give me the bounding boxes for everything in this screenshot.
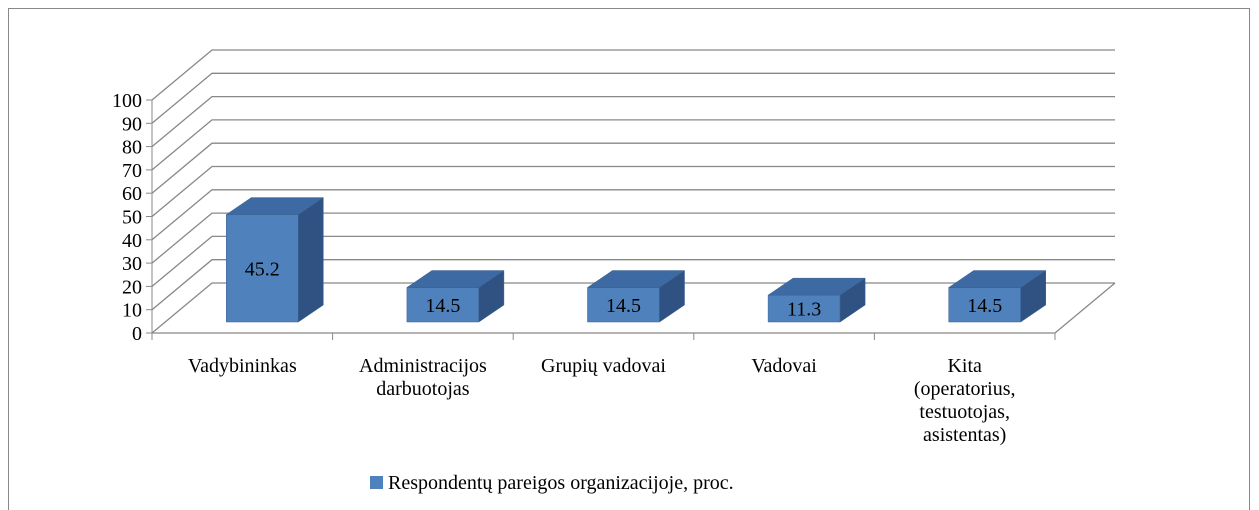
legend-label: Respondentų pareigos organizacijoje, pro…: [388, 472, 734, 494]
grid-line: [151, 95, 1115, 148]
y-tick-label: 20: [122, 276, 142, 298]
chart-border: [8, 8, 1250, 510]
y-tick-label: 60: [122, 183, 142, 205]
data-label: 14.5: [606, 295, 641, 317]
y-tick-label: 90: [122, 113, 142, 135]
bar-top: [406, 270, 505, 288]
grid-line: [151, 212, 1115, 264]
data-label: 14.5: [967, 295, 1002, 317]
bar: [947, 270, 1047, 323]
y-tick-label: 10: [122, 300, 142, 322]
x-tick-label: Kita (operatorius, testuotojas, asistentas): [914, 355, 1016, 446]
bar: [225, 197, 325, 323]
grid-line: [151, 165, 1115, 217]
data-label: 14.5: [425, 295, 460, 317]
bar: [767, 277, 866, 323]
bar-top: [947, 270, 1047, 288]
legend-swatch: [370, 476, 383, 489]
bar: [406, 270, 505, 323]
y-tick-label: 40: [122, 230, 142, 252]
data-label: 11.3: [787, 299, 821, 321]
y-tick-label: 50: [122, 207, 142, 229]
x-tick-label: Grupių vadovai: [541, 355, 666, 377]
bar: [586, 270, 686, 323]
grid-line: [151, 119, 1115, 171]
data-label: 45.2: [245, 258, 280, 280]
y-tick-label: 0: [132, 323, 142, 345]
bar-top: [586, 270, 686, 288]
bar-top: [225, 197, 325, 215]
x-tick-label: Vadovai: [751, 355, 817, 377]
x-tick-label: Vadybininkas: [188, 355, 297, 377]
grid-line: [151, 189, 1115, 241]
x-tick-label: Administracijos darbuotojas: [359, 355, 487, 400]
grid-line: [151, 49, 1115, 101]
y-tick-label: 70: [122, 160, 142, 182]
y-tick-label: 80: [122, 137, 142, 159]
grid-line: [151, 72, 1115, 124]
grid-line: [151, 142, 1115, 194]
grid-line: [151, 235, 1115, 287]
grid-line: [151, 259, 1115, 311]
y-tick-label: 100: [112, 90, 142, 112]
bar-side: [298, 197, 324, 323]
y-tick-label: 30: [122, 253, 142, 275]
bar-top: [767, 277, 866, 296]
